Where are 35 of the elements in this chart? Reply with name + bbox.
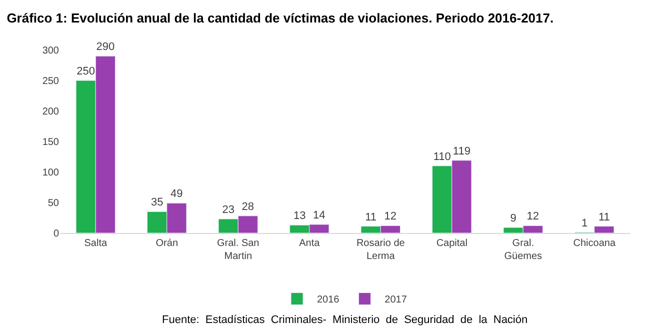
x-tick-label: Salta (84, 238, 108, 249)
legend-label: 2017 (384, 294, 408, 306)
x-tick-label: Chicoana (573, 238, 616, 249)
x-tick-label: Gral. San Martin (217, 238, 260, 262)
legend-label: 2016 (317, 294, 340, 306)
data-label: 9 (510, 212, 516, 225)
data-label: 14 (313, 209, 326, 222)
data-label: 1 (582, 217, 588, 230)
data-label: 290 (96, 41, 115, 54)
x-tick-label: Orán (156, 238, 178, 249)
data-label: 13 (293, 210, 306, 222)
data-label: 12 (384, 210, 397, 223)
data-label: 11 (598, 211, 610, 224)
data-label: 28 (242, 200, 254, 213)
y-tick-label: 150 (42, 137, 60, 148)
data-label: 110 (433, 150, 451, 163)
data-label: 250 (76, 66, 96, 78)
data-label: 23 (222, 204, 234, 216)
x-tick-label: Capital (436, 238, 468, 249)
x-tick-label: Rosario de Lerma (356, 238, 406, 262)
x-tick-label: Gral. Güemes (504, 238, 542, 262)
y-tick-label: 50 (48, 198, 60, 209)
y-tick-label: 200 (42, 106, 60, 118)
data-label: 12 (526, 210, 540, 223)
y-tick-label: 0 (53, 228, 60, 240)
data-label: 35 (150, 196, 164, 209)
data-label: 119 (452, 145, 470, 158)
y-tick-label: 100 (42, 168, 60, 178)
y-tick-label: 300 (42, 46, 60, 56)
source-note: Fuente: Estadísticas Criminales- Ministerio de Seguridad de la Nación (162, 314, 528, 326)
data-label: 49 (170, 188, 183, 200)
y-tick-label: 250 (42, 76, 60, 87)
data-label: 11 (365, 211, 377, 224)
chart-title: Gráfico 1: Evolución anual de la cantidad de víctimas de violaciones. Periodo 2016-2017. (6, 10, 554, 26)
x-tick-label: Anta (299, 238, 320, 249)
